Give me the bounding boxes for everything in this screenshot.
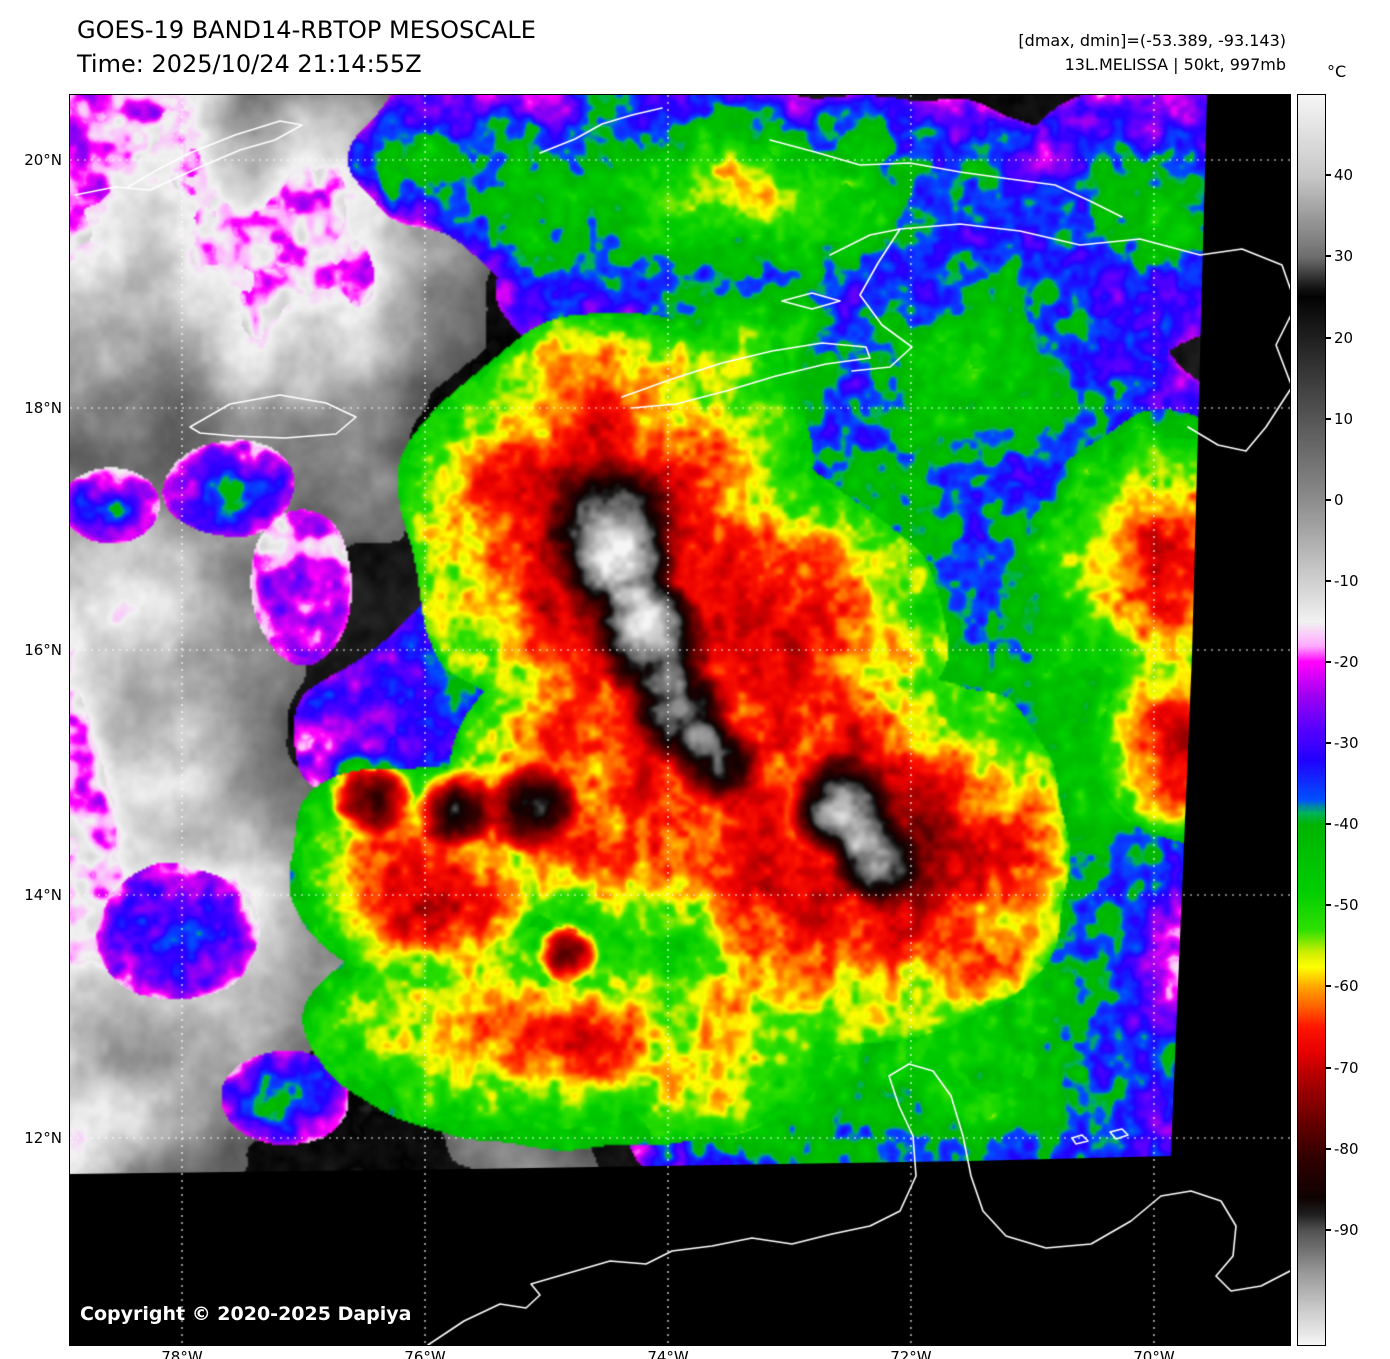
colorbar-tick-mark [1325, 1228, 1331, 1231]
colorbar-tick-mark [1325, 742, 1331, 745]
colorbar-tick-mark [1325, 985, 1331, 988]
page-title: GOES-19 BAND14-RBTOP MESOSCALE [77, 16, 536, 44]
timestamp-label: Time: 2025/10/24 21:14:55Z [77, 50, 422, 78]
lon-tick-label: 72°W [890, 1348, 932, 1359]
lat-tick-label: 16°N [24, 641, 62, 659]
colorbar-tick-label: -40 [1334, 815, 1359, 834]
satellite-map-canvas [70, 95, 1290, 1345]
colorbar-unit-label: °C [1327, 62, 1347, 81]
colorbar-tick-label: -70 [1334, 1058, 1359, 1077]
lat-tick-label: 14°N [24, 886, 62, 904]
colorbar-tick-label: -90 [1334, 1220, 1359, 1239]
colorbar-tick-label: -20 [1334, 653, 1359, 671]
lon-tick-label: 78°W [161, 1348, 203, 1359]
colorbar-tick-mark [1325, 823, 1331, 826]
colorbar-tick-label: -80 [1334, 1139, 1359, 1158]
colorbar-tick-mark [1325, 1147, 1331, 1150]
colorbar-tick-mark [1325, 498, 1331, 501]
colorbar-tick-mark [1325, 1066, 1331, 1069]
colorbar-tick-mark [1325, 417, 1331, 420]
storm-info-label: 13L.MELISSA | 50kt, 997mb [1064, 55, 1286, 74]
copyright-label: Copyright © 2020-2025 Dapiya [80, 1303, 412, 1325]
colorbar-tick-mark [1325, 661, 1331, 663]
colorbar-tick-label: -50 [1334, 896, 1359, 915]
colorbar-tick-label: 20 [1334, 328, 1354, 347]
colorbar-tick-label: 10 [1334, 409, 1354, 428]
colorbar-tick-label: 0 [1334, 490, 1344, 509]
colorbar-tick-mark [1325, 579, 1331, 582]
lat-tick-label: 20°N [24, 151, 62, 169]
colorbar-tick-label: 30 [1334, 247, 1354, 266]
colorbar-tick-mark [1325, 904, 1331, 907]
colorbar-tick-mark [1325, 255, 1331, 258]
lon-tick-label: 74°W [647, 1348, 689, 1359]
colorbar-frame [1297, 94, 1326, 1346]
lon-tick-label: 76°W [404, 1348, 446, 1359]
dmax-dmin-label: [dmax, dmin]=(-53.389, -93.143) [1018, 31, 1286, 50]
colorbar-tick-label: -30 [1334, 734, 1359, 753]
map-frame [69, 94, 1291, 1346]
lat-tick-label: 18°N [24, 399, 62, 417]
lat-tick-label: 12°N [24, 1129, 62, 1147]
lon-tick-label: 70°W [1133, 1348, 1175, 1359]
colorbar-tick-mark [1325, 174, 1331, 177]
colorbar-tick-label: 40 [1334, 166, 1354, 185]
colorbar-tick-mark [1325, 336, 1331, 339]
colorbar-tick-label: -10 [1334, 571, 1359, 590]
colorbar-canvas [1298, 95, 1325, 1345]
colorbar-tick-label: -60 [1334, 977, 1359, 996]
